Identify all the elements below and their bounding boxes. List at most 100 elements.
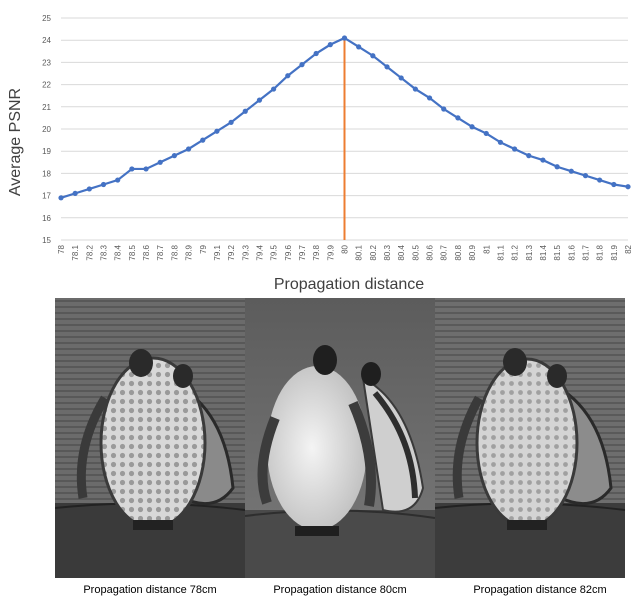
- x-tick-label: 80.2: [369, 244, 378, 260]
- data-point: [313, 50, 319, 57]
- data-point: [568, 168, 574, 174]
- y-tick-label: 25: [42, 14, 51, 23]
- series-psnr: [58, 35, 631, 201]
- data-point: [356, 44, 362, 50]
- data-point: [285, 73, 291, 79]
- data-point: [526, 153, 532, 159]
- y-tick-label: 18: [42, 169, 51, 178]
- data-point: [370, 53, 376, 59]
- x-tick-label: 78.3: [100, 244, 109, 260]
- x-tick-label: 81.8: [596, 244, 605, 260]
- x-axis-title: Propagation distance: [274, 276, 424, 293]
- x-tick-label: 81.7: [581, 244, 590, 260]
- data-point: [469, 124, 475, 130]
- x-tick-label: 78: [57, 244, 66, 253]
- x-tick-label: 81.9: [610, 244, 619, 260]
- y-tick-label: 16: [42, 214, 51, 223]
- data-point: [426, 95, 433, 101]
- x-tick-label: 78.8: [170, 244, 179, 260]
- data-point: [271, 86, 277, 92]
- data-point: [441, 106, 447, 112]
- data-point: [200, 137, 206, 143]
- x-tick-label: 79.2: [227, 244, 236, 260]
- x-tick-label: 80: [341, 244, 350, 253]
- psnr-line-chart: 15 16 17 18 19 20 21 22 23 24 25 78 78.1 78.2 78.3 78.…: [7, 14, 633, 293]
- y-tick-label: 24: [42, 36, 51, 45]
- data-point: [511, 146, 518, 152]
- data-point: [171, 153, 177, 159]
- data-point: [228, 119, 234, 125]
- x-tick-label: 78.7: [156, 244, 165, 260]
- x-tick-label: 79.7: [298, 244, 307, 260]
- x-tick-label: 79.1: [213, 244, 222, 260]
- data-point: [455, 115, 461, 121]
- data-point: [256, 97, 263, 103]
- y-tick-label: 21: [42, 103, 51, 112]
- x-tick-label: 81.6: [567, 244, 576, 260]
- y-tick-label: 22: [42, 81, 51, 90]
- x-tick-label: 81.5: [553, 244, 562, 260]
- reconstruction-image-82cm: [435, 298, 625, 578]
- data-point: [597, 177, 603, 183]
- x-tick-label: 81.2: [511, 244, 520, 260]
- data-point: [554, 164, 560, 170]
- data-point: [100, 181, 107, 188]
- data-point: [327, 42, 333, 48]
- x-tick-label: 79.9: [326, 244, 335, 260]
- y-tick-label: 17: [42, 192, 51, 201]
- caption-78cm: Propagation distance 78cm: [83, 584, 217, 596]
- x-tick-label: 81.3: [525, 244, 534, 260]
- x-tick-label: 78.9: [185, 244, 194, 260]
- x-tick-label: 80.7: [440, 244, 449, 260]
- data-point: [398, 75, 404, 81]
- x-tick-label: 79.4: [255, 244, 264, 260]
- data-point: [242, 108, 248, 114]
- data-point: [611, 181, 617, 188]
- x-tick-label: 79.3: [241, 244, 250, 260]
- x-tick-label: 79.8: [312, 244, 321, 260]
- data-point: [497, 139, 504, 145]
- y-tick-label: 23: [42, 58, 51, 67]
- x-tick-label: 78.1: [71, 244, 80, 260]
- x-tick-label: 82: [624, 244, 633, 253]
- y-tick-label: 15: [42, 236, 51, 245]
- data-point: [58, 195, 64, 201]
- data-point: [299, 62, 305, 68]
- reconstruction-image-80cm: [245, 298, 435, 578]
- x-tick-label: 81: [482, 244, 491, 253]
- x-tick-label: 80.8: [454, 244, 463, 260]
- reconstruction-image-78cm: [55, 298, 245, 578]
- data-point: [86, 186, 92, 192]
- x-tick-label: 81.4: [539, 244, 548, 260]
- x-tick-label: 80.1: [355, 244, 364, 260]
- x-tick-label: 80.4: [397, 244, 406, 260]
- data-point: [115, 177, 121, 183]
- y-tick-label: 20: [42, 125, 51, 134]
- data-point: [483, 130, 489, 137]
- x-tick-label: 80.3: [383, 244, 392, 260]
- data-point: [185, 146, 192, 152]
- data-point: [384, 64, 390, 70]
- y-axis-title: Average PSNR: [7, 88, 24, 196]
- x-tick-label: 80.5: [411, 244, 420, 260]
- data-point: [143, 166, 149, 172]
- data-point: [582, 173, 589, 179]
- x-tick-label: 79.5: [270, 244, 279, 260]
- caption-82cm: Propagation distance 82cm: [473, 584, 607, 596]
- x-tick-label: 78.5: [128, 244, 137, 260]
- x-tick-label: 79: [199, 244, 208, 253]
- data-point: [214, 128, 220, 134]
- data-point: [540, 157, 546, 163]
- x-tick-label: 81.1: [496, 244, 505, 260]
- data-point: [129, 166, 135, 172]
- data-point: [412, 86, 418, 92]
- x-tick-label: 78.2: [85, 244, 94, 260]
- y-tick-label: 19: [42, 147, 51, 156]
- data-point: [625, 184, 631, 190]
- x-tick-label: 80.9: [468, 244, 477, 260]
- caption-80cm: Propagation distance 80cm: [273, 584, 407, 596]
- x-tick-label: 78.6: [142, 244, 151, 260]
- data-point: [341, 35, 348, 41]
- x-tick-label: 78.4: [114, 244, 123, 260]
- x-tick-labels: 78 78.1 78.2 78.3 78.4 78.5 78.6 78.7 78.8 78.9 79…: [57, 244, 633, 260]
